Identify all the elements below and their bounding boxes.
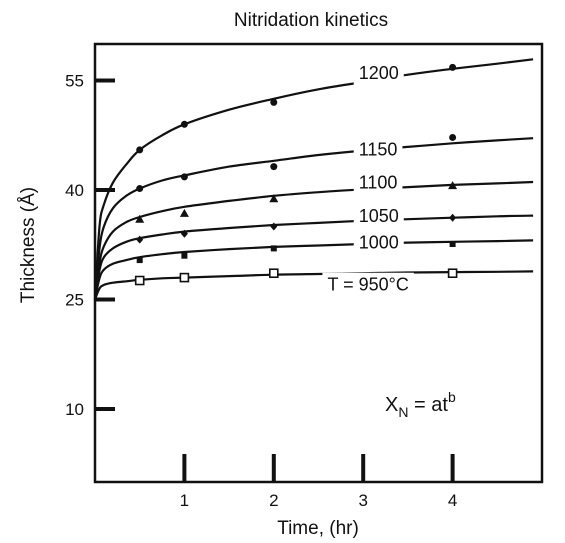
series-curve <box>93 58 534 300</box>
formula-subscript: N <box>398 404 408 420</box>
chart-title: Nitridation kinetics <box>234 10 388 31</box>
data-point <box>180 173 188 181</box>
formula-base: X <box>385 394 398 416</box>
data-point <box>270 245 277 252</box>
series-label-background <box>353 61 404 86</box>
data-point <box>449 63 457 71</box>
series-label-background <box>353 204 404 229</box>
series-points <box>134 63 458 286</box>
series-label-background <box>353 170 403 195</box>
series-curves <box>93 58 534 300</box>
series-label: 1050 <box>359 206 399 226</box>
data-point <box>179 272 190 283</box>
data-point <box>180 120 188 128</box>
series-curve <box>93 239 534 300</box>
series-label: 1200 <box>359 63 399 83</box>
data-point <box>449 241 456 248</box>
y-axis-label: Thickness (Å) <box>18 187 39 303</box>
x-tick-label: 2 <box>269 491 278 510</box>
data-point <box>447 268 458 279</box>
data-point <box>181 252 188 259</box>
data-point <box>134 275 145 286</box>
x-axis-label: Time, (hr) <box>277 518 359 539</box>
data-point <box>270 222 278 231</box>
data-point <box>449 213 457 222</box>
series-label: 1000 <box>359 232 399 252</box>
formula-superscript: b <box>448 389 456 405</box>
series-curve <box>93 214 534 300</box>
series-label: 1150 <box>359 140 398 160</box>
x-tick-label: 3 <box>358 491 367 510</box>
series-label-background <box>322 272 414 297</box>
data-point <box>135 214 145 223</box>
series-curve <box>93 137 534 300</box>
data-point <box>268 268 279 279</box>
formula-annotation: XN = atb <box>385 389 456 420</box>
data-point <box>136 185 144 193</box>
y-tick-label: 10 <box>65 400 84 419</box>
axis-ticks: 1 2 3 4 10 25 40 55 <box>65 72 457 511</box>
series-label: 1100 <box>359 173 398 193</box>
series-labels: 1200 1150 1100 1050 1000 T = 950°C <box>322 61 414 297</box>
series-label: T = 950°C <box>327 275 408 295</box>
data-point <box>270 163 278 171</box>
x-tick-label: 4 <box>448 491 457 510</box>
series-label-background <box>353 230 404 255</box>
y-tick-label: 40 <box>65 181 84 200</box>
data-point <box>179 208 189 217</box>
x-tick-label: 1 <box>180 491 189 510</box>
series-curve <box>93 180 534 300</box>
data-point <box>448 181 458 190</box>
y-tick-label: 55 <box>65 72 84 91</box>
data-point <box>136 146 144 154</box>
data-point <box>136 257 143 264</box>
y-tick-label: 25 <box>65 291 84 310</box>
formula-equals: = at <box>408 394 448 416</box>
series-curve <box>93 270 534 300</box>
plot-frame <box>93 42 544 484</box>
data-point <box>270 98 278 106</box>
data-point <box>269 194 279 203</box>
data-point <box>136 235 144 244</box>
data-point <box>180 229 188 238</box>
series-label-background <box>353 137 403 162</box>
data-point <box>449 133 457 141</box>
